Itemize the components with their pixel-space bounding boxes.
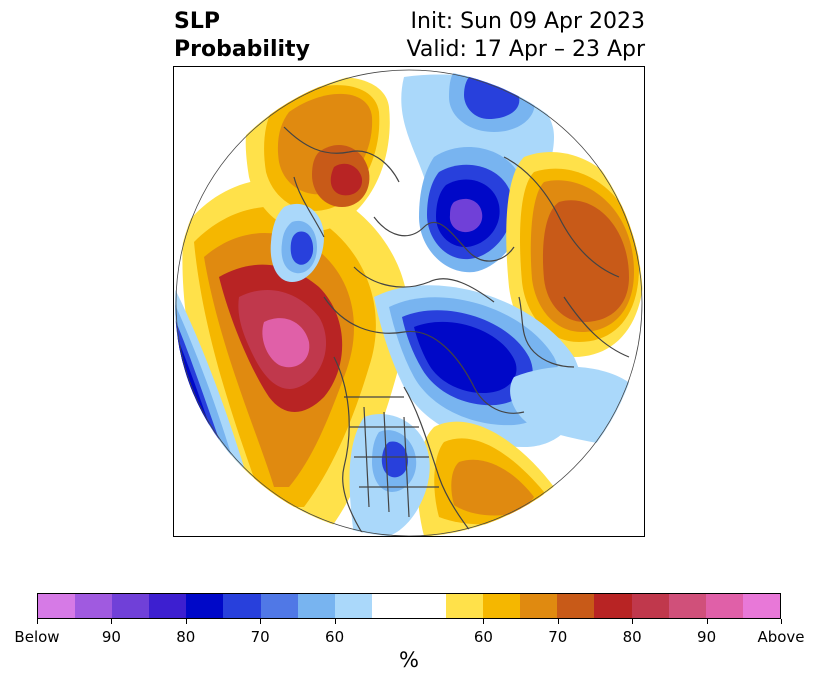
map-edge [175, 69, 643, 536]
colorbar-tick-label: 90 [101, 628, 121, 646]
title-field: Probability [174, 37, 310, 62]
colorbar-segment [742, 594, 780, 618]
colorbar-tick-label: Below [14, 628, 60, 646]
canada-below-90 [414, 321, 517, 394]
colorbar-tick-mark [111, 619, 113, 624]
probability-map [175, 69, 643, 536]
colorbar-tick-mark [185, 619, 187, 624]
colorbar-tick-mark [557, 619, 559, 624]
colorbar-segment [223, 594, 261, 618]
title-right: Init: Sun 09 Apr 2023 Valid: 17 Apr – 23… [407, 8, 646, 64]
valid-range: Valid: 17 Apr – 23 Apr [406, 37, 646, 62]
colorbar-segment [75, 594, 113, 618]
colorbar-tick-mark [632, 619, 634, 624]
colorbar-tick-mark [781, 619, 782, 624]
colorbar-segment [112, 594, 150, 618]
europe-above-85 [330, 163, 363, 196]
colorbar-segment [371, 594, 409, 618]
colorbar-unit: % [399, 648, 419, 672]
colorbar-segment [334, 594, 372, 618]
colorbar-segment [186, 594, 224, 618]
colorbar-segment [520, 594, 558, 618]
arctic-below-max [449, 198, 483, 233]
title-variable: SLP [174, 9, 220, 34]
atlantic-above-75 [451, 459, 534, 516]
colorbar-tick-label: 60 [325, 628, 345, 646]
colorbar-segment [408, 594, 447, 618]
colorbar-tick-label: 70 [548, 628, 568, 646]
pacific-above-max [262, 318, 310, 368]
title-left: SLP Probability [174, 8, 310, 64]
colorbar-segment [149, 594, 187, 618]
coastlines [283, 126, 630, 536]
colorbar [37, 593, 781, 619]
colorbar-tick-mark [260, 619, 262, 624]
colorbar-tick-label: 90 [697, 628, 717, 646]
init-date: Init: Sun 09 Apr 2023 [410, 9, 645, 34]
colorbar-segment [557, 594, 595, 618]
colorbar-segment [668, 594, 706, 618]
colorbar-tick-mark [334, 619, 336, 624]
colorbar-segment [38, 594, 76, 618]
colorbar-segment [705, 594, 743, 618]
colorbar-tick-mark [37, 619, 38, 624]
pacific-below-90 [175, 329, 210, 429]
colorbar-segment [483, 594, 521, 618]
pacific-below-60 [175, 287, 244, 477]
colorbar-segment [446, 594, 484, 618]
colorbar-segment [260, 594, 298, 618]
scandinavia-below-80 [290, 231, 314, 265]
colorbar-segment [594, 594, 632, 618]
colorbar-segment [631, 594, 669, 618]
colorbar-segment [297, 594, 335, 618]
us-below-80 [381, 441, 408, 478]
colorbar-tick-mark [706, 619, 708, 624]
pacific-below-80 [175, 317, 220, 447]
colorbar-tick-label: 70 [250, 628, 270, 646]
colorbar-tick-label: 80 [176, 628, 196, 646]
colorbar-tick-mark [483, 619, 485, 624]
asia-above-80 [542, 200, 629, 322]
colorbar-tick-label: 80 [622, 628, 642, 646]
colorbar-tick-label: 60 [473, 628, 493, 646]
pacific-below-70 [175, 302, 232, 462]
northpole-below-80 [464, 75, 520, 119]
map-panel [173, 66, 645, 537]
colorbar-tick-label: Above [757, 628, 805, 646]
